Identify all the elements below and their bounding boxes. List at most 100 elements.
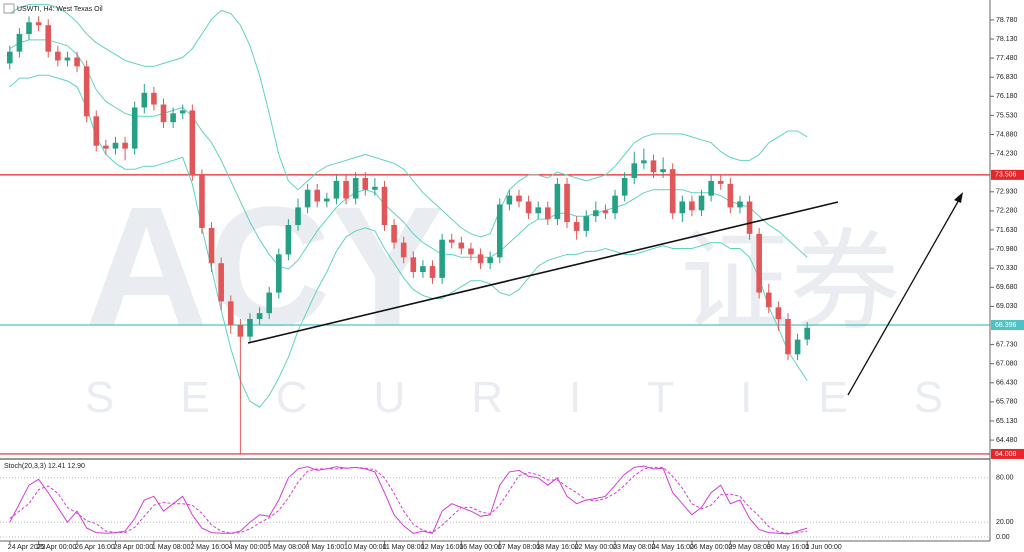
candle-body bbox=[295, 207, 301, 226]
candle-body bbox=[410, 257, 417, 273]
candle-body bbox=[333, 180, 340, 199]
stoch-tick-label: 80.00 bbox=[996, 475, 1014, 482]
candle-body bbox=[362, 177, 369, 190]
y-tick-label: 74.230 bbox=[996, 150, 1018, 157]
arrow-line bbox=[847, 197, 961, 396]
candle-body bbox=[400, 242, 407, 258]
candle-body bbox=[545, 207, 551, 220]
candle-body bbox=[573, 222, 580, 231]
candle-body bbox=[208, 227, 215, 264]
bollinger-lower bbox=[9, 74, 808, 408]
x-tick-label: 22 May 00:00 bbox=[575, 544, 618, 551]
plot: 78.780 78.130 77.480 76.830 76.180 75.530 74.8… bbox=[0, 4, 1024, 551]
candle-body bbox=[199, 175, 205, 228]
candle-body bbox=[324, 198, 330, 202]
y-tick-label: 72.930 bbox=[996, 189, 1018, 196]
candle-body bbox=[314, 189, 321, 202]
candle-body bbox=[737, 201, 743, 208]
candle-body bbox=[429, 266, 436, 278]
candle-body bbox=[660, 169, 666, 173]
candle-body bbox=[7, 51, 13, 64]
candle-body bbox=[170, 113, 176, 123]
y-tick-label: 69.680 bbox=[996, 284, 1018, 291]
candle-body bbox=[74, 57, 80, 67]
candle-body bbox=[794, 339, 801, 355]
y-tick-label: 66.430 bbox=[996, 380, 1018, 387]
x-tick-label: 17 May 08:00 bbox=[498, 544, 541, 551]
x-tick-label: 11 May 08:00 bbox=[382, 544, 424, 551]
candle-body bbox=[122, 142, 128, 149]
candle-body bbox=[612, 195, 618, 214]
candle-body bbox=[717, 180, 724, 184]
x-tick-label: 1 May 08:00 bbox=[152, 544, 191, 551]
level-label: 73.506 bbox=[995, 172, 1017, 179]
candle-body bbox=[765, 292, 772, 308]
candle-body bbox=[304, 189, 311, 208]
candle-body bbox=[698, 195, 705, 211]
bollinger-upper bbox=[9, 4, 808, 238]
candle-body bbox=[650, 160, 657, 173]
candle-body bbox=[55, 51, 61, 61]
x-tick-label: 18 May 16:00 bbox=[536, 544, 579, 551]
x-tick-label: 8 May 16:00 bbox=[306, 544, 345, 551]
candle-body bbox=[179, 110, 186, 114]
x-tick-label: 30 May 16:00 bbox=[767, 544, 810, 551]
level-label: 64.008 bbox=[995, 451, 1017, 458]
x-tick-label: 4 May 00:00 bbox=[229, 544, 268, 551]
candle-body bbox=[621, 177, 628, 196]
candle-body bbox=[35, 22, 42, 26]
y-tick-label: 78.130 bbox=[996, 36, 1018, 43]
candle-body bbox=[276, 254, 282, 293]
candle-body bbox=[285, 225, 292, 255]
candle-body bbox=[103, 145, 109, 149]
x-tick-label: 24 Apr 2023 bbox=[8, 544, 46, 551]
stoch-tick-label: 20.00 bbox=[996, 519, 1014, 526]
candle-body bbox=[151, 92, 157, 105]
y-tick-label: 76.180 bbox=[996, 93, 1018, 100]
y-tick-label: 65.780 bbox=[996, 399, 1018, 406]
y-tick-label: 72.280 bbox=[996, 208, 1018, 215]
candle-body bbox=[564, 183, 570, 223]
pane-separator bbox=[0, 458, 990, 460]
candle-body bbox=[227, 301, 234, 325]
candle-body bbox=[64, 57, 71, 61]
arrow-head bbox=[954, 192, 963, 203]
candle-body bbox=[26, 22, 32, 35]
y-tick-label: 70.980 bbox=[996, 246, 1018, 253]
candle-body bbox=[689, 201, 695, 211]
y-tick-label: 76.830 bbox=[996, 74, 1018, 81]
y-tick-label: 77.480 bbox=[996, 55, 1018, 62]
candle-body bbox=[593, 210, 599, 217]
candle-body bbox=[189, 110, 196, 176]
candle-body bbox=[131, 107, 138, 149]
x-tick-label: 29 May 08:00 bbox=[728, 544, 771, 551]
x-tick-label: 10 May 00:00 bbox=[344, 544, 387, 551]
y-tick-label: 64.480 bbox=[996, 437, 1018, 444]
candle-body bbox=[381, 186, 388, 226]
x-tick-label: 12 May 16:00 bbox=[421, 544, 464, 551]
chart-title: USWTI, H4: West Texas Oil bbox=[17, 6, 103, 13]
candle-body bbox=[160, 104, 167, 123]
candle-body bbox=[256, 313, 263, 320]
candle-body bbox=[83, 66, 90, 117]
x-tick-label: 1 Jun 00:00 bbox=[805, 544, 842, 551]
candle-body bbox=[775, 307, 782, 320]
candle-body bbox=[468, 248, 474, 255]
x-tick-label: 26 May 00:00 bbox=[690, 544, 733, 551]
y-tick-label: 75.530 bbox=[996, 112, 1018, 119]
stoch-title: Stoch(20,3,3) 12.41 12.90 bbox=[4, 463, 85, 470]
x-tick-label: 25 Apr 00:00 bbox=[37, 544, 77, 551]
candle-body bbox=[477, 254, 484, 264]
candle-body bbox=[16, 34, 23, 52]
candle-body bbox=[448, 239, 455, 243]
y-tick-label: 78.780 bbox=[996, 17, 1018, 24]
candle-body bbox=[487, 257, 493, 264]
candle-body bbox=[439, 239, 445, 278]
candle-body bbox=[45, 25, 52, 52]
x-tick-label: 28 Apr 00:00 bbox=[113, 544, 153, 551]
candle-body bbox=[602, 210, 609, 214]
stoch-tick-label: 0.00 bbox=[996, 534, 1010, 541]
candle-body bbox=[141, 92, 148, 108]
candle-body bbox=[679, 201, 686, 214]
